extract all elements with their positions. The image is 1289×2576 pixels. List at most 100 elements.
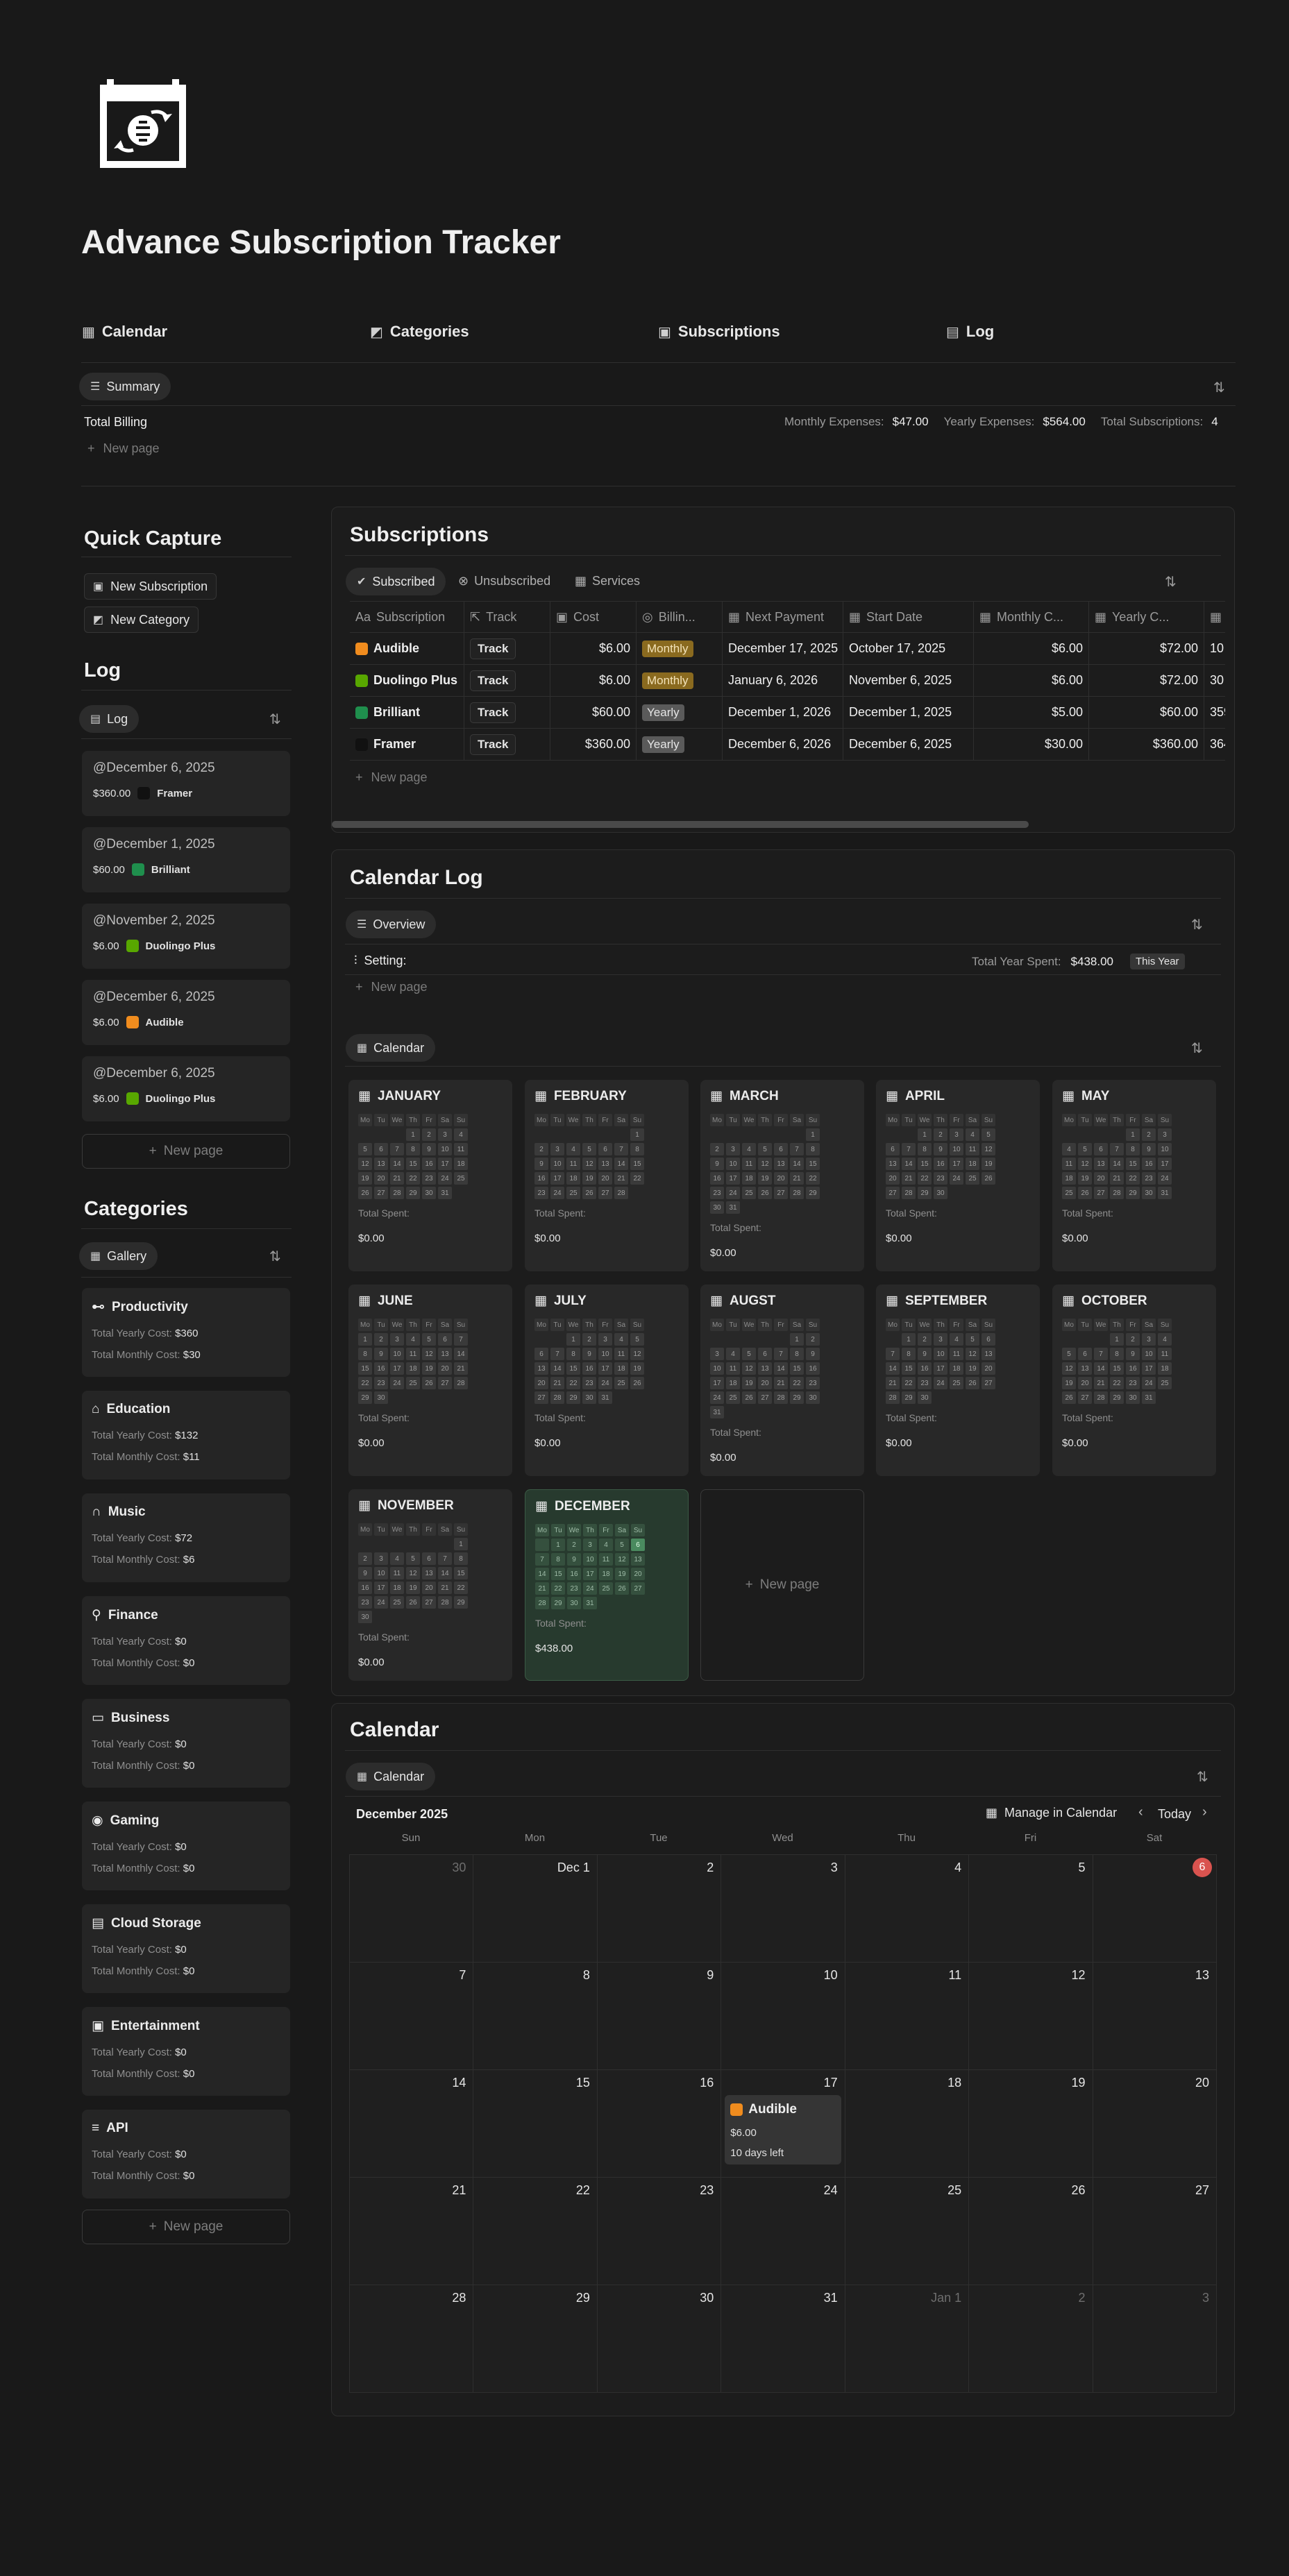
- tab-subscribed[interactable]: ✔ Subscribed: [346, 568, 446, 595]
- calendar-day-cell[interactable]: 16: [597, 2070, 722, 2178]
- log-entry-card[interactable]: @December 6, 2025 $360.00 Framer: [82, 751, 290, 816]
- log-new-page-button[interactable]: + New page: [82, 1134, 290, 1169]
- calendar-day-cell[interactable]: 19: [969, 2070, 1093, 2178]
- horizontal-scrollbar[interactable]: [332, 821, 1029, 828]
- track-button[interactable]: Track: [470, 734, 516, 755]
- overview-filter-icon[interactable]: ⇅: [1191, 917, 1203, 933]
- next-month-button[interactable]: ›: [1202, 1804, 1207, 1820]
- month-new-page-button[interactable]: + New page: [700, 1489, 864, 1681]
- calendar-day-cell[interactable]: 17 Audible $6.00 10 days left: [721, 2070, 845, 2178]
- log-view-tab[interactable]: ▤ Log: [79, 705, 140, 733]
- calendar-day-cell[interactable]: 20: [1093, 2070, 1217, 2178]
- tab-log[interactable]: ▤ Log: [946, 323, 995, 340]
- calendar-event[interactable]: Audible $6.00 10 days left: [725, 2095, 841, 2164]
- calendar-day-cell[interactable]: 8: [473, 1963, 598, 2070]
- calendar-filter-icon[interactable]: ⇅: [1197, 1770, 1208, 1785]
- calendar-day-cell[interactable]: 4: [845, 1855, 970, 1963]
- calendar-day-cell[interactable]: 11: [845, 1963, 970, 2070]
- category-card[interactable]: ◉ Gaming Total Yearly Cost: $0 Total Mont…: [82, 1802, 290, 1890]
- month-card[interactable]: ▦ NOVEMBER Mo Tu We Th Fr Sa Su 1 2 3 4 5 6 7 8 9 10 11 12 1…: [348, 1489, 512, 1681]
- subscriptions-new-page-button[interactable]: + New page: [355, 770, 428, 784]
- category-card[interactable]: ∩ Music Total Yearly Cost: $72 Total Mont…: [82, 1493, 290, 1582]
- month-card[interactable]: ▦ FEBRUARY Mo Tu We Th Fr Sa Su 1 2 3 4 5 6 7 8 9 10 11 12 1…: [525, 1080, 689, 1271]
- calendar-day-cell[interactable]: 5: [969, 1855, 1093, 1963]
- table-row[interactable]: Audible Track $6.00 Monthly December 17,…: [350, 633, 1225, 665]
- filter-settings-icon[interactable]: ⇅: [1213, 380, 1225, 396]
- prev-month-button[interactable]: ‹: [1138, 1804, 1143, 1820]
- tab-subscriptions[interactable]: ▣ Subscriptions: [658, 323, 780, 340]
- calendar-day-cell[interactable]: 25: [845, 2178, 970, 2285]
- track-button[interactable]: Track: [470, 638, 516, 659]
- tab-services[interactable]: ▦ Services: [575, 574, 641, 588]
- calendar-log-filter-icon[interactable]: ⇅: [1191, 1041, 1203, 1056]
- calendar-day-cell[interactable]: 24: [721, 2178, 845, 2285]
- month-card[interactable]: ▦ OCTOBER Mo Tu We Th Fr Sa Su 1 2 3 4 5 6 7 8 9 10 11 12 13…: [1052, 1285, 1216, 1476]
- calendar-day-cell[interactable]: 3: [1093, 2285, 1217, 2393]
- month-card[interactable]: ▦ MARCH Mo Tu We Th Fr Sa Su 1 2 3 4 5 6 7 8 9 10 11 12 13 14…: [700, 1080, 864, 1271]
- month-card[interactable]: ▦ JUNE Mo Tu We Th Fr Sa Su 1 2 3 4 5 6 7 8 9 10 11 12 13 14 1…: [348, 1285, 512, 1476]
- month-card[interactable]: ▦ DECEMBER Mo Tu We Th Fr Sa Su 1 2 3 4 5 6 7 8 9 10 11 12 1…: [525, 1489, 689, 1681]
- summary-view-tab[interactable]: ☰ Summary: [79, 373, 171, 400]
- subscriptions-filter-icon[interactable]: ⇅: [1165, 575, 1177, 590]
- month-card[interactable]: ▦ MAY Mo Tu We Th Fr Sa Su 1 2 3 4 5 6 7 8 9 10 11 12 13 14 15…: [1052, 1080, 1216, 1271]
- month-card[interactable]: ▦ APRIL Mo Tu We Th Fr Sa Su 1 2 3 4 5 6 7 8 9 10 11 12 13 14…: [876, 1080, 1040, 1271]
- track-button[interactable]: Track: [470, 670, 516, 691]
- calendar-day-cell[interactable]: Dec 1: [473, 1855, 598, 1963]
- calendar-day-cell[interactable]: Jan 1: [845, 2285, 970, 2393]
- calendar-day-cell[interactable]: 28: [350, 2285, 474, 2393]
- calendar-day-cell[interactable]: 22: [473, 2178, 598, 2285]
- calendar-log-calendar-tab[interactable]: ▦ Calendar: [346, 1034, 436, 1062]
- calendar-day-cell[interactable]: 18: [845, 2070, 970, 2178]
- calendar-day-cell[interactable]: 15: [473, 2070, 598, 2178]
- log-entry-card[interactable]: @November 2, 2025 $6.00 Duolingo Plus: [82, 904, 290, 969]
- new-category-button[interactable]: ◩ New Category: [84, 607, 199, 633]
- summary-new-page-button[interactable]: + New page: [87, 441, 160, 455]
- overview-view-tab[interactable]: ☰ Overview: [346, 910, 437, 938]
- today-button[interactable]: Today: [1158, 1807, 1192, 1821]
- tab-unsubscribed[interactable]: ⊗ Unsubscribed: [458, 574, 551, 588]
- calendar-day-cell[interactable]: 6: [1093, 1855, 1217, 1963]
- overview-new-page-button[interactable]: + New page: [355, 980, 428, 994]
- calendar-day-cell[interactable]: 30: [597, 2285, 722, 2393]
- manage-in-calendar-button[interactable]: ▦ Manage in Calendar: [986, 1806, 1118, 1820]
- log-entry-card[interactable]: @December 1, 2025 $60.00 Brilliant: [82, 827, 290, 892]
- log-entry-card[interactable]: @December 6, 2025 $6.00 Audible: [82, 980, 290, 1045]
- categories-new-page-button[interactable]: + New page: [82, 2210, 290, 2244]
- calendar-day-cell[interactable]: 3: [721, 1855, 845, 1963]
- calendar-day-cell[interactable]: 27: [1093, 2178, 1217, 2285]
- calendar-day-cell[interactable]: 29: [473, 2285, 598, 2393]
- category-card[interactable]: ⊷ Productivity Total Yearly Cost: $360 To…: [82, 1288, 290, 1377]
- calendar-day-cell[interactable]: 2: [597, 1855, 722, 1963]
- calendar-day-cell[interactable]: 2: [969, 2285, 1093, 2393]
- tab-calendar[interactable]: ▦ Calendar: [82, 323, 168, 340]
- log-filter-icon[interactable]: ⇅: [269, 712, 281, 727]
- track-button[interactable]: Track: [470, 702, 516, 723]
- this-year-badge[interactable]: This Year: [1130, 954, 1185, 969]
- category-card[interactable]: ≡ API Total Yearly Cost: $0 Total Monthly…: [82, 2110, 290, 2198]
- new-subscription-button[interactable]: ▣ New Subscription: [84, 573, 217, 600]
- table-row[interactable]: Brilliant Track $60.00 Yearly December 1…: [350, 697, 1225, 729]
- table-row[interactable]: Framer Track $360.00 Yearly December 6, …: [350, 729, 1225, 761]
- calendar-day-cell[interactable]: 31: [721, 2285, 845, 2393]
- calendar-day-cell[interactable]: 10: [721, 1963, 845, 2070]
- calendar-day-cell[interactable]: 26: [969, 2178, 1093, 2285]
- category-card[interactable]: ⚲ Finance Total Yearly Cost: $0 Total Mon…: [82, 1596, 290, 1685]
- categories-gallery-tab[interactable]: ▦ Gallery: [79, 1242, 158, 1270]
- calendar-day-cell[interactable]: 13: [1093, 1963, 1217, 2070]
- month-card[interactable]: ▦ JANUARY Mo Tu We Th Fr Sa Su 1 2 3 4 5 6 7 8 9 10 11 12 13…: [348, 1080, 512, 1271]
- calendar-day-cell[interactable]: 21: [350, 2178, 474, 2285]
- log-entry-card[interactable]: @December 6, 2025 $6.00 Duolingo Plus: [82, 1056, 290, 1121]
- categories-filter-icon[interactable]: ⇅: [269, 1249, 281, 1264]
- calendar-day-cell[interactable]: 30: [350, 1855, 474, 1963]
- month-card[interactable]: ▦ AUGST Mo Tu We Th Fr Sa Su 1 2 3 4 5 6 7 8 9 10 11 12 13 14…: [700, 1285, 864, 1476]
- calendar-day-cell[interactable]: 9: [597, 1963, 722, 2070]
- calendar-view-tab[interactable]: ▦ Calendar: [346, 1763, 436, 1790]
- calendar-day-cell[interactable]: 12: [969, 1963, 1093, 2070]
- category-card[interactable]: ▤ Cloud Storage Total Yearly Cost: $0 Tot…: [82, 1904, 290, 1993]
- tab-categories[interactable]: ◩ Categories: [370, 323, 469, 340]
- month-card[interactable]: ▦ JULY Mo Tu We Th Fr Sa Su 1 2 3 4 5 6 7 8 9 10 11 12 13 14 1…: [525, 1285, 689, 1476]
- month-card[interactable]: ▦ SEPTEMBER Mo Tu We Th Fr Sa Su 1 2 3 4 5 6 7 8 9 10 11 12…: [876, 1285, 1040, 1476]
- category-card[interactable]: ▣ Entertainment Total Yearly Cost: $0 Tot…: [82, 2007, 290, 2096]
- category-card[interactable]: ▭ Business Total Yearly Cost: $0 Total Mo…: [82, 1699, 290, 1788]
- calendar-day-cell[interactable]: 23: [597, 2178, 722, 2285]
